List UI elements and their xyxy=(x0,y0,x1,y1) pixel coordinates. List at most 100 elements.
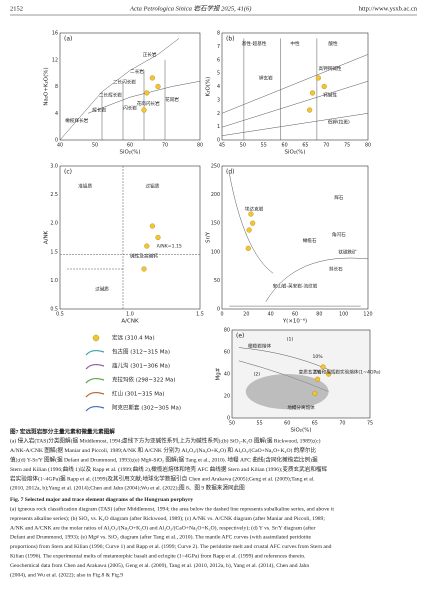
caption-line: Geochemical data from Chen and Arakawa (… xyxy=(10,562,309,569)
y-tick-label: 8 xyxy=(55,84,58,90)
x-tick-label: 1.5 xyxy=(196,312,204,318)
legend-swatch xyxy=(85,377,105,384)
y-axis-label: A/NK xyxy=(44,230,50,244)
field-label: A/NK=1.15 xyxy=(157,244,182,250)
caption-line: Stern and Kilian (1996;曲线 1)以及 Rapp et a… xyxy=(10,465,328,473)
caption-line: (2010, 2012a, b);Yang et al. (2014);Chen… xyxy=(10,484,245,492)
x-tick-label: 70 xyxy=(323,143,329,149)
x-tick-label: 75 xyxy=(367,421,373,427)
y-axis-label: K₂O(%) xyxy=(206,77,212,97)
field-label: 角闪石 xyxy=(332,231,346,238)
y-tick-label: 0 xyxy=(217,307,220,313)
sample-dot xyxy=(314,376,321,382)
x-tick-label: 60 xyxy=(284,421,290,427)
y-tick-label: 12 xyxy=(52,57,58,63)
x-tick-label: 45 xyxy=(219,143,225,149)
panel-id: (e) xyxy=(236,333,244,340)
field-boundary xyxy=(59,38,180,141)
field-boundary xyxy=(221,54,369,114)
legend-label: 红山 (301~315 Ma) xyxy=(112,390,165,398)
x-tick-label: 65 xyxy=(312,421,318,427)
field-label: 闪长岩 xyxy=(123,104,137,111)
field-label: 钙碱性 xyxy=(323,92,337,99)
field-label: 5% xyxy=(314,370,322,376)
field-label: 二长岩 xyxy=(130,68,144,75)
y-tick-label: 200 xyxy=(211,192,220,198)
legend-swatch xyxy=(85,391,105,398)
field-label: 橄榄辉长岩 xyxy=(65,117,88,124)
legend-label: 庙儿沟 (301~306 Ma) xyxy=(112,362,170,370)
field-boundary xyxy=(221,113,369,136)
caption-line: Kilian (1996). The experimental melts of… xyxy=(10,552,306,559)
legend-swatch xyxy=(85,349,105,356)
x-tick-label: 40 xyxy=(57,143,63,149)
x-tick-label: 80 xyxy=(197,143,203,149)
field-boundary xyxy=(87,80,201,114)
y-tick-label: 5 xyxy=(217,71,220,77)
field-label: 基性-超基性 xyxy=(242,40,267,47)
x-tick-label: 100 xyxy=(339,312,348,318)
x-tick-label: 80 xyxy=(316,312,322,318)
caption-line: 岩实验熔体(1~4GPa)据 Rapp et al. (1999)及其引用文献;… xyxy=(10,474,315,482)
x-axis-label: Y(×10⁻⁶) xyxy=(282,318,307,325)
panel-frame xyxy=(221,165,369,310)
x-tick-label: 60 xyxy=(127,143,133,149)
x-tick-label: 75 xyxy=(344,143,350,149)
field-label: 辉石 xyxy=(334,194,344,201)
field-label: 过铝质 xyxy=(146,183,160,190)
sample-dot xyxy=(149,223,156,229)
y-axis-label: Mg# xyxy=(216,367,222,380)
x-tick-label: 65 xyxy=(302,143,308,149)
y-tick-label: 20 xyxy=(224,394,230,400)
y-tick-label: 3 xyxy=(217,97,220,103)
field-label: 钾玄岩 xyxy=(259,74,273,81)
sample-dot xyxy=(248,211,254,217)
field-label: 钛磁铁矿 xyxy=(338,248,357,255)
y-tick-label: 0 xyxy=(55,138,58,144)
caption-line: Fig. 7 Selected major and trace element … xyxy=(10,497,193,503)
y-tick-label: 250 xyxy=(211,164,220,170)
field-label: 中性 xyxy=(290,40,300,47)
sample-dot xyxy=(141,266,147,272)
field-label: 斜长石 xyxy=(329,265,343,272)
sample-dot xyxy=(144,90,150,96)
x-tick-label: 40 xyxy=(268,312,274,318)
field-label: 正长岩 xyxy=(143,51,157,58)
y-tick-label: 100 xyxy=(211,249,220,255)
field-label: (1) xyxy=(287,336,294,342)
y-axis-label: Sr/Y xyxy=(206,231,212,243)
field-label: 高钾钙碱性 xyxy=(319,65,342,72)
panel-id: (c) xyxy=(64,169,72,176)
y-tick-label: 3.0 xyxy=(50,164,58,170)
x-tick-label: 20 xyxy=(243,312,249,318)
sample-dot xyxy=(155,234,161,241)
field-label: 辉长岩 xyxy=(92,107,106,114)
legend-label: 宏远 (310.4 Ma) xyxy=(112,334,155,342)
panel-frame xyxy=(59,32,201,141)
x-tick-label: 80 xyxy=(365,143,371,149)
y-tick-label: 6 xyxy=(217,57,220,63)
caption-line: proportions) from Stern and Kilian (1996… xyxy=(10,543,332,550)
sample-dot xyxy=(320,364,326,370)
sample-dot xyxy=(315,75,321,81)
x-tick-label: 50 xyxy=(92,143,98,149)
sample-dot xyxy=(312,390,318,396)
y-tick-label: 0 xyxy=(217,138,220,144)
y-tick-label: 40 xyxy=(224,372,230,378)
field-label: 碱性及高碱钙 xyxy=(130,253,158,260)
field-label: 橄榄岩熔体 xyxy=(248,342,271,349)
y-tick-label: 2.0 xyxy=(50,221,58,227)
x-tick-label: 120 xyxy=(363,312,372,318)
sample-dot xyxy=(144,243,150,249)
field-label: 10% xyxy=(312,354,323,360)
caption-line: 值);(d) Y-Sr/Y 图解(据 Defant and Drummond, … xyxy=(10,455,318,463)
journal-url: http://www.ysxb.ac.cn xyxy=(359,5,418,12)
caption-line: represents alkaline series); (b) SiO₂ vs… xyxy=(10,515,325,522)
field-label: 二长闪长岩 xyxy=(113,79,136,86)
legend-label: 包古图 (312~315 Ma) xyxy=(112,348,170,356)
sample-dot xyxy=(155,83,161,90)
field-label: 安山岩-英安岩-流纹岩 xyxy=(273,283,318,290)
caption-line: 图7 宏远斑岩部分主量元素和微量元素图解 xyxy=(10,427,115,435)
y-tick-label: 0.5 xyxy=(50,307,58,313)
